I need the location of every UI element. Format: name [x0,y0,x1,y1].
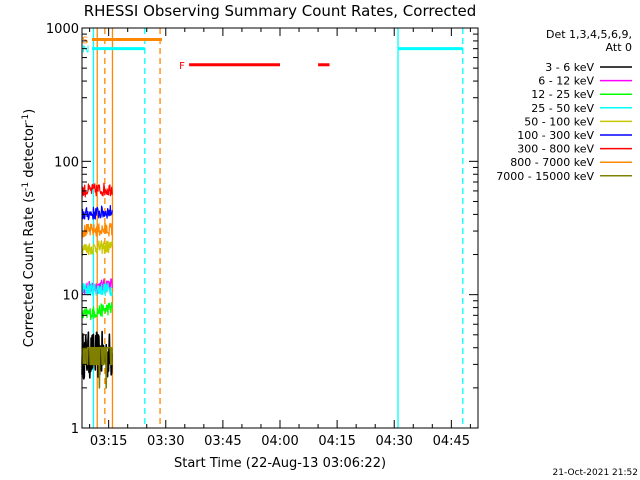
x-tick-label-2: 03:45 [204,434,241,449]
legend-label-2: 12 - 25 keV [531,88,594,101]
y-axis-label-part: Corrected Count Rate (s [22,191,37,348]
x-axis-label: Start Time (22-Aug-13 03:06:22) [174,456,386,471]
legend-label-0: 3 - 6 keV [545,61,594,74]
y-axis-label-sup: -1 [21,182,31,191]
x-tick-label-4: 04:15 [318,434,355,449]
legend-label-3: 25 - 50 keV [531,102,594,115]
legend-label-5: 100 - 300 keV [517,129,594,142]
x-tick-label-5: 04:30 [375,434,412,449]
y-axis-label-sup2: -1 [21,114,31,123]
x-tick-label-6: 04:45 [433,434,470,449]
series-line-4 [81,240,113,256]
flag-label-1: N [82,45,89,56]
x-tick-label-1: 03:30 [147,434,184,449]
legend-label-1: 6 - 12 keV [538,75,594,88]
y-axis-ticks: 1 10 100 1000 [46,22,478,437]
y-axis-label-mid: detector [22,122,37,182]
legend-label-8: 7000 - 15000 keV [496,170,594,183]
series-line-1 [81,278,113,295]
y-tick-label-1: 10 [62,289,79,304]
plot-content: SNF [81,28,464,428]
y-tick-label-2: 100 [54,155,79,170]
x-tick-label-3: 04:00 [261,434,298,449]
legend-label-7: 800 - 7000 keV [510,156,594,169]
legend-header-line-1: Det 1,3,4,5,6,9, [546,28,632,41]
series-line-6 [81,182,113,198]
y-axis-label: Corrected Count Rate (s-1 detector-1) [21,109,37,347]
footer-timestamp: 21-Oct-2021 21:52 [553,468,638,478]
y-axis-label-end: ) [22,109,37,114]
series-line-5 [81,205,113,221]
flag-label-2: F [179,61,185,72]
legend-label-4: 50 - 100 keV [524,115,594,128]
legend-label-6: 300 - 800 keV [517,143,594,156]
chart-title: RHESSI Observing Summary Count Rates, Co… [84,2,477,20]
x-tick-label-0: 03:15 [90,434,127,449]
series-line-2 [81,302,113,321]
x-axis-ticks: 03:15 03:30 03:45 04:00 04:15 04:30 04:45 [89,28,471,449]
series-line-7 [81,222,113,238]
series-line-3 [81,282,113,297]
y-tick-label-3: 1000 [46,22,79,37]
legend-header-line-2: Att 0 [606,41,632,54]
y-tick-label-0: 1 [71,422,79,437]
